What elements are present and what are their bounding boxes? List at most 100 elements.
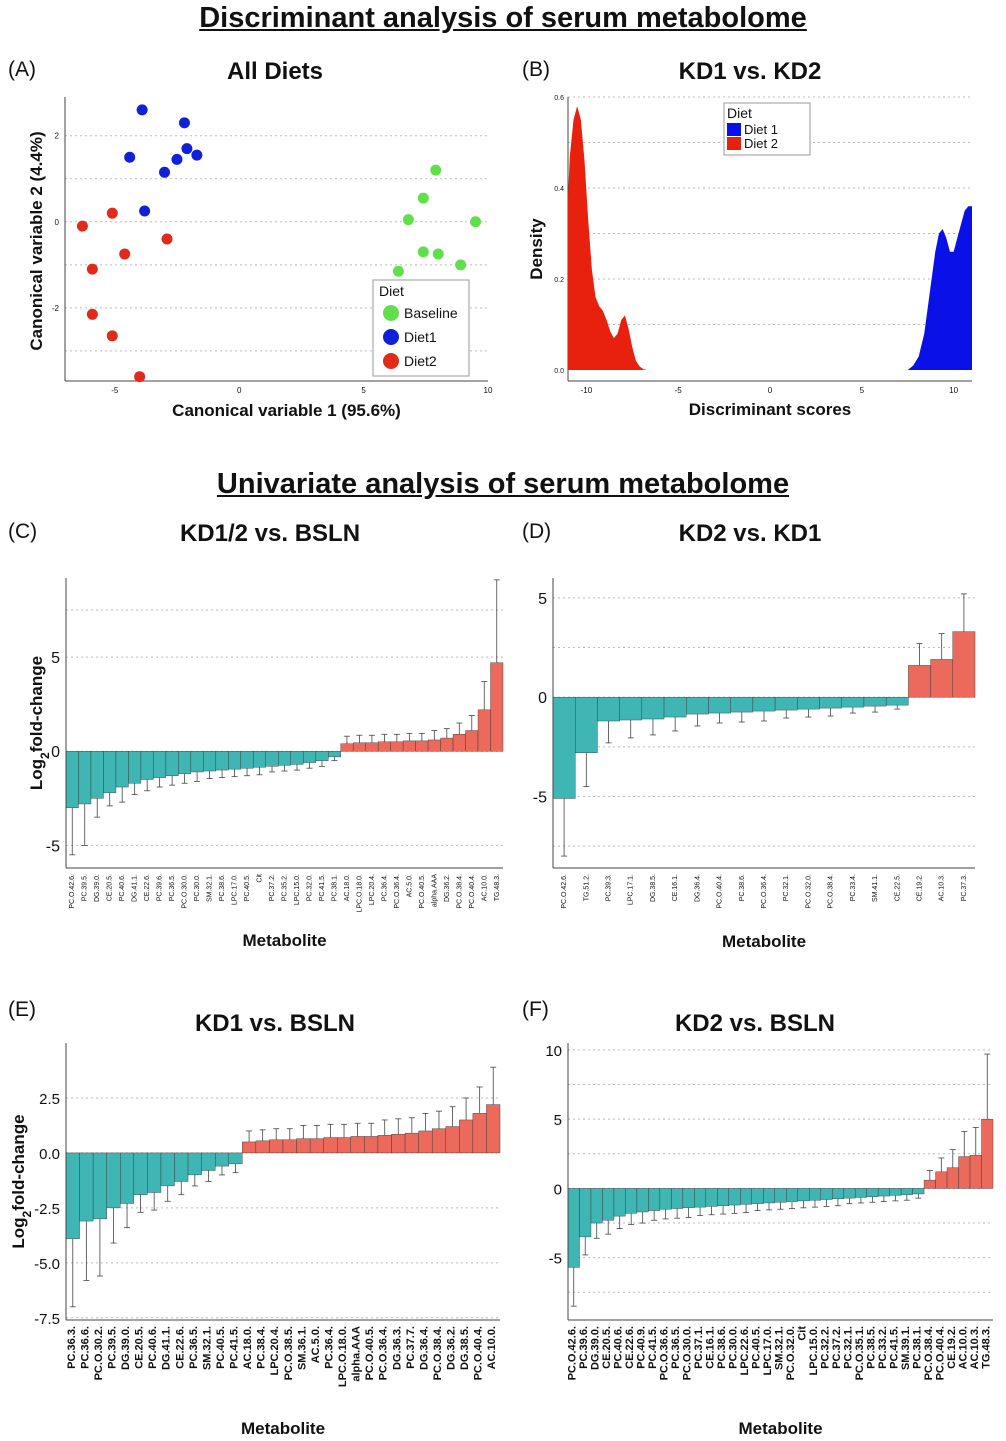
bar xyxy=(309,1138,324,1154)
bar xyxy=(705,1188,718,1207)
bar xyxy=(486,1104,501,1154)
bar xyxy=(602,1188,615,1221)
bar xyxy=(730,696,754,713)
bar xyxy=(797,1188,810,1202)
bar xyxy=(490,662,504,752)
category-label: CE.16.1. xyxy=(672,874,679,901)
bar xyxy=(981,1118,994,1189)
bar xyxy=(364,1136,379,1154)
bar xyxy=(912,1188,925,1195)
y-tick-label: 2.5 xyxy=(39,1091,60,1108)
panel-title-a: All Diets xyxy=(226,58,324,85)
bar xyxy=(165,751,179,776)
y-tick-label: 5 xyxy=(554,1112,562,1129)
bar xyxy=(908,665,931,698)
bar xyxy=(282,1139,297,1154)
category-label: PC.39.5. xyxy=(82,874,89,901)
bar xyxy=(103,751,117,793)
bar xyxy=(215,751,229,771)
y-tick-label: -2 xyxy=(52,304,60,313)
bar xyxy=(178,751,192,775)
category-label: PC.O.42.6. xyxy=(69,874,76,909)
bar xyxy=(365,742,379,752)
bar xyxy=(877,1188,890,1197)
bar xyxy=(590,1188,603,1224)
legend-label: Baseline xyxy=(404,305,458,321)
panel-label-d: (D) xyxy=(522,520,552,543)
bar xyxy=(303,751,316,763)
category-label: PC.41.5. xyxy=(319,874,326,901)
bar xyxy=(278,751,291,766)
category-label: PC.37.2. xyxy=(831,1326,843,1369)
y-tick-label: 0 xyxy=(538,690,547,707)
category-label: AC.10.3. xyxy=(969,1326,981,1369)
y-tick-label: 0.0 xyxy=(39,1146,60,1163)
category-label: AC.10.3. xyxy=(939,874,946,901)
category-label: PC.41.5. xyxy=(888,1326,900,1369)
x-axis-label: Discriminant scores xyxy=(689,400,852,419)
bar xyxy=(831,1188,844,1200)
bar xyxy=(774,696,798,711)
data-point-baseline xyxy=(402,214,414,226)
category-label: PC.O.40.5. xyxy=(419,874,426,909)
y-tick-label: 0.6 xyxy=(554,95,564,102)
bar xyxy=(863,696,887,707)
category-label: LPC.17.1. xyxy=(628,874,635,905)
y-tick-label: -2.5 xyxy=(34,1201,60,1218)
data-point-diet1 xyxy=(136,104,148,116)
bar xyxy=(431,1128,446,1154)
bar xyxy=(579,1188,592,1238)
chart-b-group: -10 -5 0 5 10 0.0 0.2 0.4 0.6 Discriminant scores… xyxy=(527,95,972,419)
x-tick-label: 0 xyxy=(768,386,773,395)
y-tick-label: 10 xyxy=(545,1043,562,1060)
category-label: PC.O.36.4. xyxy=(378,1326,390,1380)
category-label: PC.39.3. xyxy=(606,874,613,901)
legend-title: Diet xyxy=(727,105,752,121)
bar xyxy=(786,1188,798,1202)
x-axis-label: Metabolite xyxy=(241,1419,325,1438)
bar xyxy=(352,742,366,752)
category-label: CE.16.1. xyxy=(705,1326,717,1369)
y-tick-label: 0 xyxy=(51,744,60,761)
legend-label: Diet1 xyxy=(404,329,437,345)
data-point-diet2 xyxy=(86,308,98,320)
category-label: TG.51.2. xyxy=(583,874,590,901)
bar xyxy=(613,1188,626,1217)
category-label: LPC.15.0. xyxy=(294,874,301,905)
bar xyxy=(636,1188,649,1213)
bar xyxy=(377,1135,392,1154)
bar xyxy=(843,1188,856,1199)
category-label: PC.40.6. xyxy=(147,1326,159,1369)
bar xyxy=(440,737,454,752)
data-point-diet2 xyxy=(106,330,118,342)
category-label: LPC.17.0. xyxy=(232,874,239,905)
category-label: PC.35.2. xyxy=(282,874,289,901)
bar xyxy=(377,741,391,752)
bar xyxy=(296,1138,311,1154)
category-label: PC.O.40.4. xyxy=(717,874,724,909)
category-label: DG.38.5. xyxy=(459,1326,471,1370)
bar xyxy=(597,696,620,722)
category-label: PC.O.38.5. xyxy=(283,1326,295,1380)
category-label: PC.O.36.6. xyxy=(659,1326,671,1380)
y-tick-label: 0.4 xyxy=(554,186,564,193)
category-label: CE.22.6. xyxy=(144,874,151,901)
bar xyxy=(242,1141,257,1154)
data-point-baseline xyxy=(430,164,442,176)
category-label: LPC.20.4. xyxy=(269,1326,281,1376)
bar xyxy=(404,1132,419,1154)
category-label: PC.O.38.4. xyxy=(923,1326,935,1380)
bar xyxy=(92,1152,107,1220)
bar xyxy=(203,751,217,772)
bar xyxy=(641,696,665,720)
category-label: PC.40.5. xyxy=(244,874,251,901)
bar xyxy=(575,696,598,753)
bar xyxy=(477,709,491,752)
bar xyxy=(391,1134,406,1154)
bar xyxy=(740,1188,752,1205)
bar xyxy=(402,740,416,752)
category-label: Cit xyxy=(796,1326,808,1341)
bar xyxy=(452,734,466,752)
category-label: PC.O.30.2. xyxy=(93,1326,105,1380)
bar xyxy=(90,751,104,799)
